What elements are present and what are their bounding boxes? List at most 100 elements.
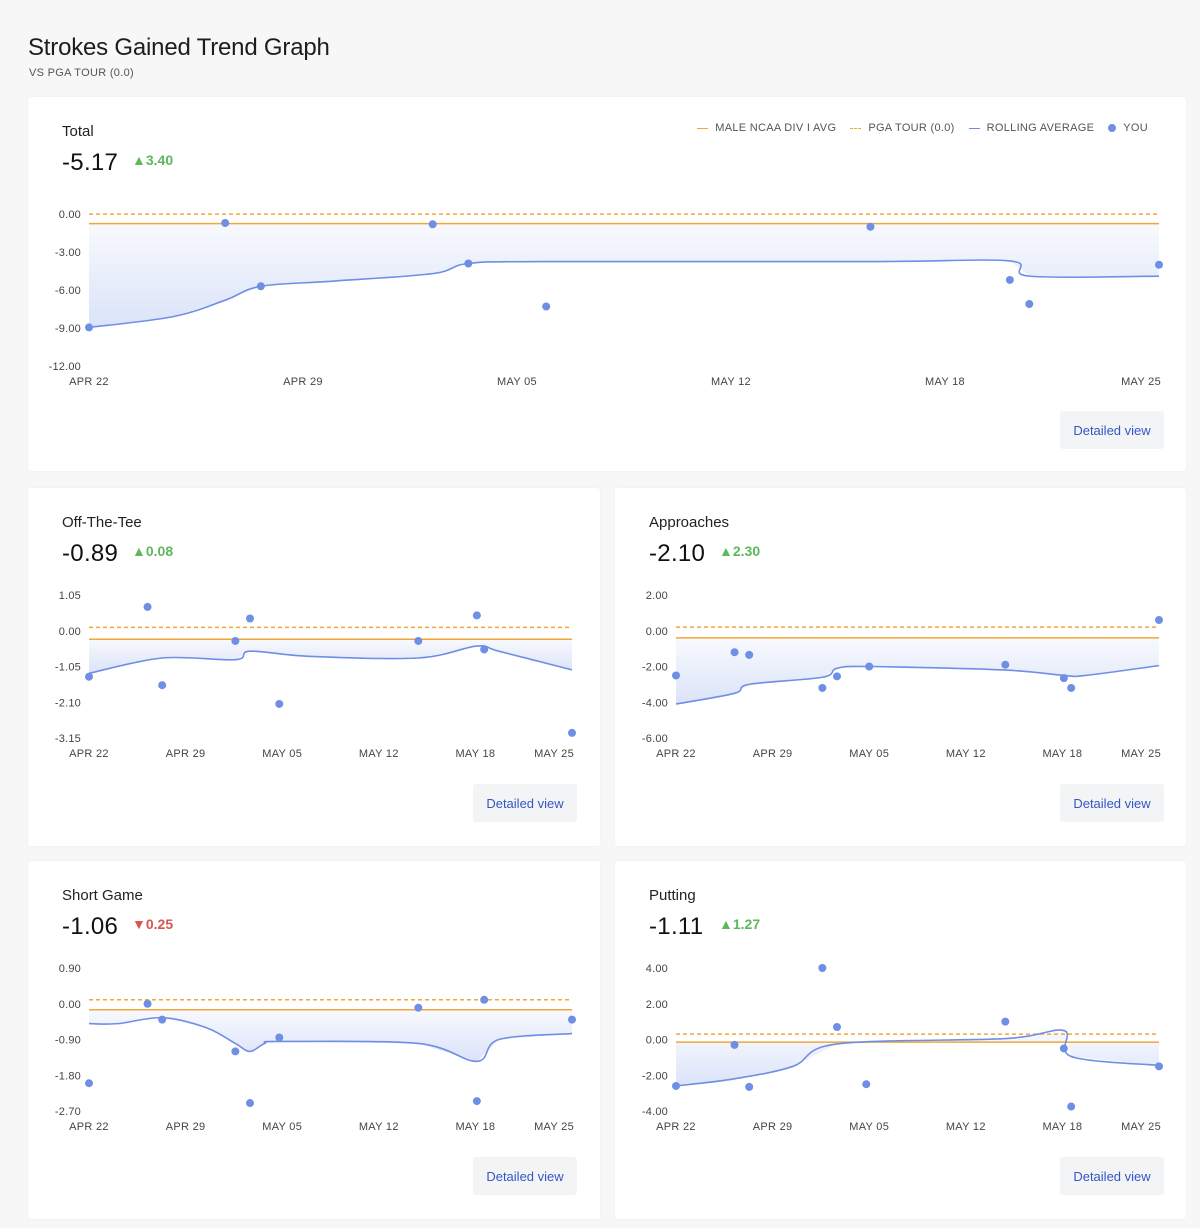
card-delta-value: 1.27	[732, 916, 761, 932]
card-delta-value: 2.30	[732, 543, 761, 559]
data-point[interactable]	[672, 1081, 680, 1090]
delta-arrow-up-icon: ▲	[132, 152, 146, 168]
y-tick-label: -6.00	[55, 285, 81, 297]
legend-label: ROLLING AVERAGE	[986, 122, 1095, 134]
x-tick-label: APR 29	[283, 376, 323, 388]
data-point[interactable]	[158, 681, 167, 690]
x-tick-label: MAY 12	[711, 376, 751, 388]
legend-item-pga-tour: PGA TOUR (0.0)	[850, 122, 954, 134]
x-tick-label: APR 22	[69, 376, 109, 388]
y-tick-label: 0.00	[646, 626, 668, 638]
x-tick-label: MAY 25	[1121, 1121, 1161, 1133]
data-point[interactable]	[818, 683, 827, 692]
data-point[interactable]	[1155, 1062, 1163, 1071]
data-point[interactable]	[85, 672, 93, 681]
card-value: -0.89	[62, 540, 119, 567]
detailed-view-button[interactable]: Detailed view	[1060, 411, 1164, 449]
y-tick-label: -2.70	[55, 1106, 81, 1118]
y-tick-label: 2.00	[646, 999, 668, 1011]
data-point[interactable]	[1025, 299, 1034, 308]
data-point[interactable]	[1001, 660, 1010, 669]
x-tick-label: MAY 12	[359, 1121, 399, 1133]
data-point[interactable]	[275, 699, 284, 708]
area-fill	[89, 639, 572, 674]
x-tick-label: MAY 12	[946, 1121, 986, 1133]
x-tick-label: MAY 18	[455, 1121, 495, 1133]
legend-label: MALE NCAA DIV I AVG	[715, 122, 837, 134]
detailed-view-button[interactable]: Detailed view	[473, 784, 577, 822]
y-tick-label: -3.15	[55, 733, 81, 745]
data-point[interactable]	[1005, 275, 1014, 284]
rolling-average-line	[88, 259, 1160, 329]
x-tick-label: APR 22	[69, 1121, 109, 1133]
data-point[interactable]	[542, 302, 551, 311]
data-point[interactable]	[231, 636, 240, 645]
data-point[interactable]	[568, 1015, 576, 1024]
data-point[interactable]	[480, 645, 489, 654]
y-tick-label: -4.00	[642, 697, 668, 709]
data-point[interactable]	[472, 611, 481, 620]
data-point[interactable]	[833, 672, 841, 681]
data-point[interactable]	[143, 999, 152, 1008]
data-point[interactable]	[730, 1040, 739, 1049]
card-putting: Putting -1.11 ▲1.27 4.00 2.00 0.00 -2.00 -4.…	[615, 861, 1186, 1219]
detailed-view-button[interactable]: Detailed view	[473, 1157, 577, 1195]
area-fill	[676, 1030, 1159, 1086]
data-point[interactable]	[745, 1082, 754, 1091]
data-point[interactable]	[246, 614, 254, 623]
detailed-view-button[interactable]: Detailed view	[1060, 784, 1164, 822]
card-title: Total	[62, 123, 94, 140]
card-delta: ▼0.25	[132, 916, 173, 932]
x-tick-label: APR 22	[69, 748, 109, 760]
data-point[interactable]	[866, 222, 875, 231]
y-tick-label: -2.00	[642, 1070, 668, 1082]
data-point[interactable]	[428, 220, 437, 229]
data-point[interactable]	[1059, 674, 1068, 683]
page-title: Strokes Gained Trend Graph	[28, 34, 330, 61]
data-point[interactable]	[231, 1047, 240, 1056]
data-point[interactable]	[464, 259, 473, 268]
data-point[interactable]	[672, 671, 680, 680]
data-point[interactable]	[865, 662, 874, 671]
data-point[interactable]	[472, 1097, 481, 1106]
data-point[interactable]	[745, 650, 754, 659]
data-point[interactable]	[818, 964, 827, 972]
data-point[interactable]	[275, 1033, 284, 1042]
card-delta-value: 0.08	[145, 543, 174, 559]
data-point[interactable]	[85, 1079, 93, 1088]
delta-arrow-up-icon: ▲	[719, 916, 733, 932]
data-point[interactable]	[1059, 1044, 1068, 1053]
data-point[interactable]	[1001, 1017, 1010, 1026]
detailed-view-button[interactable]: Detailed view	[1060, 1157, 1164, 1195]
data-point[interactable]	[221, 218, 230, 227]
legend-dot-icon	[1108, 124, 1117, 132]
data-point[interactable]	[833, 1022, 841, 1031]
data-point[interactable]	[568, 728, 576, 737]
card-delta: ▲1.27	[719, 916, 760, 932]
card-delta: ▲2.30	[719, 543, 760, 559]
data-point[interactable]	[256, 282, 265, 291]
data-point[interactable]	[143, 602, 152, 611]
data-point[interactable]	[414, 1003, 423, 1012]
data-point[interactable]	[246, 1099, 254, 1108]
card-title: Off-The-Tee	[62, 514, 142, 531]
card-short-game: Short Game -1.06 ▼0.25 0.90 0.00 -0.90 -1.8…	[28, 861, 600, 1219]
card-title: Approaches	[649, 514, 730, 531]
data-point[interactable]	[85, 323, 93, 332]
rolling-average-line	[675, 664, 1160, 705]
data-point[interactable]	[1155, 616, 1163, 625]
data-point[interactable]	[1155, 260, 1163, 269]
data-point[interactable]	[158, 1015, 167, 1024]
card-delta: ▲0.08	[132, 543, 173, 559]
chart-putting: 4.00 2.00 0.00 -2.00 -4.00 APR 22 APR 29 MAY 05…	[642, 963, 1163, 1133]
y-tick-label: -9.00	[55, 323, 81, 335]
data-point[interactable]	[730, 648, 739, 657]
data-point[interactable]	[1067, 1102, 1076, 1111]
data-point[interactable]	[862, 1080, 871, 1089]
chart-short-game: 0.90 0.00 -0.90 -1.80 -2.70 APR 22 APR 29 MAY 0…	[55, 963, 576, 1133]
data-point[interactable]	[1067, 683, 1076, 692]
y-tick-label: 0.90	[59, 963, 81, 975]
legend-item-ncaa: MALE NCAA DIV I AVG	[697, 122, 836, 134]
data-point[interactable]	[414, 636, 423, 645]
data-point[interactable]	[480, 995, 489, 1004]
